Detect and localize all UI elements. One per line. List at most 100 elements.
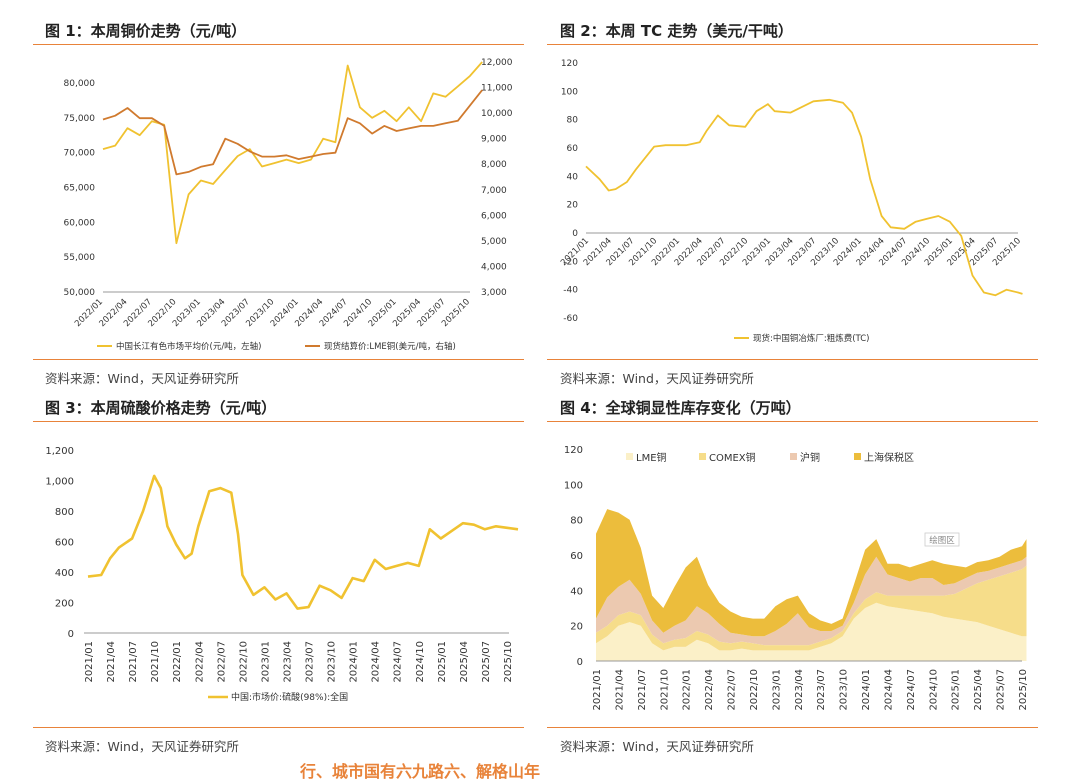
chart4-x-tick-11: 2023/10 (839, 669, 850, 711)
chart1-legend-label-1: 现货结算价:LME铜(美元/吨，右轴) (324, 341, 456, 352)
chart3-x-tick-13: 2024/04 (371, 641, 382, 683)
chart3-x-tick-5: 2022/04 (194, 641, 205, 683)
chart3-source: 资料来源：Wind，天风证券研究所 (45, 739, 239, 754)
chart4-x-tick-7: 2022/10 (749, 669, 760, 711)
chart1-bottom-rule (33, 359, 524, 360)
chart4-x-tick-18: 2025/07 (996, 669, 1007, 711)
chart1-right-tick-8: 11,000 (481, 84, 513, 94)
chart2-series-line (585, 98, 1023, 297)
chart3-y-tick-6: 0 (68, 629, 74, 640)
chart4-area-2 (596, 556, 1027, 646)
chart4-x-tick-0: 2021/01 (592, 669, 603, 711)
chart4-legend-label-0: LME铜 (636, 452, 667, 464)
chart4-x-tick-15: 2024/10 (928, 669, 939, 711)
chart1-left-tick-1: 55,000 (64, 253, 96, 263)
chart2-source: 资料来源：Wind，天风证券研究所 (560, 371, 754, 386)
chart1-right-tick-9: 12,000 (481, 58, 513, 68)
chart1-series-1-line (102, 89, 483, 176)
chart3-x-tick-11: 2023/10 (327, 641, 338, 683)
chart3-x-tick-16: 2025/01 (437, 641, 448, 683)
chart4-x-tick-1: 2021/04 (614, 669, 625, 711)
chart4-x-tick-12: 2024/01 (861, 669, 872, 711)
chart2-y-tick-6: 0 (572, 229, 578, 239)
chart3-x-tick-19: 2025/10 (503, 641, 514, 683)
chart1-left-tick-0: 50,000 (64, 288, 96, 298)
chart2-y-tick-4: 40 (567, 172, 579, 182)
chart2-y-tick-0: 120 (561, 59, 578, 69)
chart2-y-tick-2: 80 (567, 116, 579, 126)
chart4-y-tick-5: 20 (570, 622, 583, 633)
chart2-y-tick-3: 60 (567, 144, 579, 154)
chart1-left-tick-6: 80,000 (64, 79, 96, 89)
chart4-top-rule (547, 421, 1038, 422)
chart4-y-tick-2: 80 (570, 516, 583, 527)
chart4-source: 资料来源：Wind，天风证券研究所 (560, 739, 754, 754)
chart3-x-tick-9: 2023/04 (282, 641, 293, 683)
chart3-legend-label: 中国:市场价:硫酸(98%):全国 (231, 691, 348, 703)
chart1-right-tick-5: 8,000 (481, 160, 507, 170)
chart4-legend-swatch-0 (626, 453, 633, 460)
chart3-y-tick-1: 1,000 (45, 477, 74, 488)
chart3-x-tick-1: 2021/04 (106, 641, 117, 683)
chart1-right-tick-2: 5,000 (481, 237, 507, 247)
chart4-x-tick-2: 2021/07 (637, 669, 648, 711)
chart3-x-tick-3: 2021/10 (150, 641, 161, 683)
chart4-legend-label-1: COMEX铜 (709, 452, 756, 464)
chart4-x-tick-19: 2025/10 (1018, 669, 1029, 711)
chart1-right-tick-7: 10,000 (481, 109, 513, 119)
chart4-annotation-box (924, 532, 960, 547)
chart4-x-tick-6: 2022/07 (727, 669, 738, 711)
chart3-series-line (87, 474, 519, 610)
chart4-x-tick-8: 2023/01 (771, 669, 782, 711)
chart2-title: 图 2：本周 TC 走势（美元/干吨） (560, 22, 793, 40)
chart1-right-tick-4: 7,000 (481, 186, 507, 196)
chart3-x-tick-6: 2022/07 (216, 641, 227, 683)
chart4-x-tick-4: 2022/01 (682, 669, 693, 711)
chart1-left-tick-2: 60,000 (64, 218, 96, 228)
chart3-top-rule (33, 421, 524, 422)
chart3-x-tick-14: 2024/07 (393, 641, 404, 683)
chart3-x-tick-17: 2025/04 (459, 641, 470, 683)
chart1-left-tick-3: 65,000 (64, 183, 96, 193)
chart3-x-tick-7: 2022/10 (238, 641, 249, 683)
chart4-bottom-rule (547, 727, 1038, 728)
chart4-area-0 (596, 602, 1027, 661)
chart3-x-tick-2: 2021/07 (128, 641, 139, 683)
chart4-x-tick-9: 2023/04 (794, 669, 805, 711)
chart4-y-tick-0: 120 (564, 445, 583, 456)
chart4-x-tick-17: 2025/04 (973, 669, 984, 711)
chart3-bottom-rule (33, 727, 524, 728)
chart1-top-rule (33, 44, 524, 45)
chart2-bottom-rule (547, 359, 1038, 360)
chart4-area-1 (596, 565, 1027, 651)
chart3-x-tick-8: 2023/01 (260, 641, 271, 683)
chart4-legend-label-2: 沪铜 (800, 451, 820, 464)
chart3-y-tick-0: 1,200 (45, 446, 74, 457)
chart1-source: 资料来源：Wind，天风证券研究所 (45, 371, 239, 386)
chart2-y-tick-9: -60 (563, 314, 578, 324)
chart1-legend-label-0: 中国长江有色市场平均价(元/吨，左轴) (116, 341, 262, 352)
chart1-right-tick-3: 6,000 (481, 211, 507, 221)
chart1-series-0-line (102, 61, 483, 245)
chart4-y-tick-6: 0 (577, 657, 583, 668)
chart4-x-tick-10: 2023/07 (816, 669, 827, 711)
chart2-y-tick-8: -40 (563, 286, 578, 296)
chart3-x-tick-4: 2022/01 (172, 641, 183, 683)
chart4-x-tick-3: 2021/10 (659, 669, 670, 711)
chart3-y-tick-2: 800 (55, 507, 74, 518)
chart3-y-tick-4: 400 (55, 568, 74, 579)
chart4-legend-swatch-1 (699, 453, 706, 460)
chart3-x-tick-15: 2024/10 (415, 641, 426, 683)
chart4-annotation: 绘图区 (929, 535, 955, 546)
chart4-x-tick-14: 2024/07 (906, 669, 917, 711)
chart2-y-tick-5: 20 (567, 201, 579, 211)
chart4-title: 图 4：全球铜显性库存变化（万吨） (560, 399, 801, 417)
chart4-legend-swatch-2 (790, 453, 797, 460)
chart3-x-tick-0: 2021/01 (84, 641, 95, 683)
chart4-area-3 (596, 509, 1027, 637)
chart4-y-tick-4: 40 (570, 586, 583, 597)
chart4-y-tick-1: 100 (564, 480, 583, 491)
chart1-left-tick-4: 70,000 (64, 149, 96, 159)
chart3-title: 图 3：本周硫酸价格走势（元/吨） (45, 399, 277, 417)
chart1-right-tick-6: 9,000 (481, 135, 507, 145)
